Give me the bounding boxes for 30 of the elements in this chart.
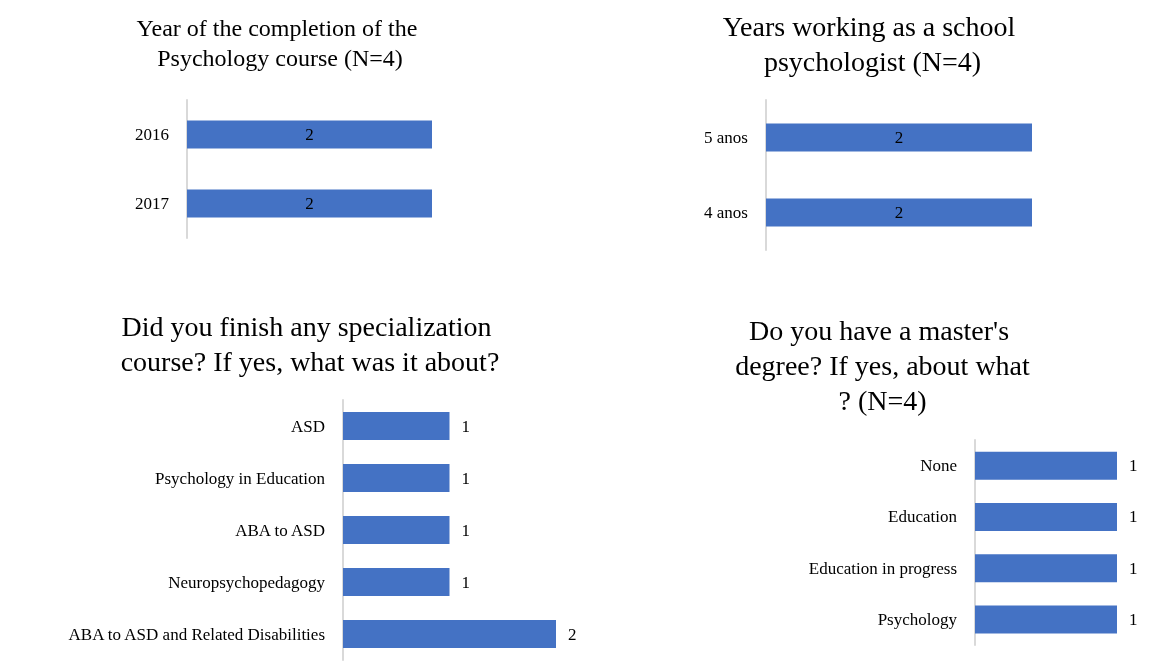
data-label: 1 — [461, 520, 470, 540]
y-tick-label: Neuropsychopedagogy — [168, 572, 326, 592]
y-tick-label: Education — [888, 507, 958, 527]
y-tick-label: Psychology — [877, 609, 958, 629]
data-label: 1 — [461, 416, 470, 436]
y-tick-label: 4 anos — [704, 203, 748, 222]
y-tick-label: Psychology in Education — [155, 468, 326, 488]
chart-title: Years working as a school psychologist (N=4) — [722, 11, 1023, 77]
data-label: 1 — [1129, 609, 1138, 629]
data-label: 2 — [568, 624, 577, 644]
y-tick-label: ABA to ASD — [235, 520, 325, 540]
chart-title: Do you have a master's degree? If yes, about what? (N=4) — [735, 315, 1031, 416]
data-label: 2 — [894, 128, 904, 147]
y-tick-label: 2017 — [135, 194, 170, 213]
y-tick-label: 5 anos — [704, 128, 748, 147]
data-label: 1 — [1129, 558, 1138, 578]
y-tick-label: None — [920, 456, 957, 476]
data-label: 1 — [1129, 456, 1138, 476]
data-label: 2 — [305, 194, 314, 213]
y-tick-label: 2016 — [135, 125, 169, 144]
data-label: 2 — [894, 203, 904, 222]
data-label: 1 — [1129, 507, 1138, 527]
y-tick-label: ABA to ASD and Related Disabilities — [68, 624, 325, 644]
chart-title: Year of the completion of the Psychology course (N=4) — [136, 15, 424, 71]
y-tick-label: Education in progress — [808, 558, 957, 578]
y-tick-label: ASD — [290, 416, 325, 436]
data-label: 1 — [461, 572, 470, 592]
chart-title: Did you finish any specialization course? If yes, what was it about? — [120, 311, 500, 377]
data-label: 2 — [305, 125, 314, 144]
data-label: 1 — [461, 468, 470, 488]
